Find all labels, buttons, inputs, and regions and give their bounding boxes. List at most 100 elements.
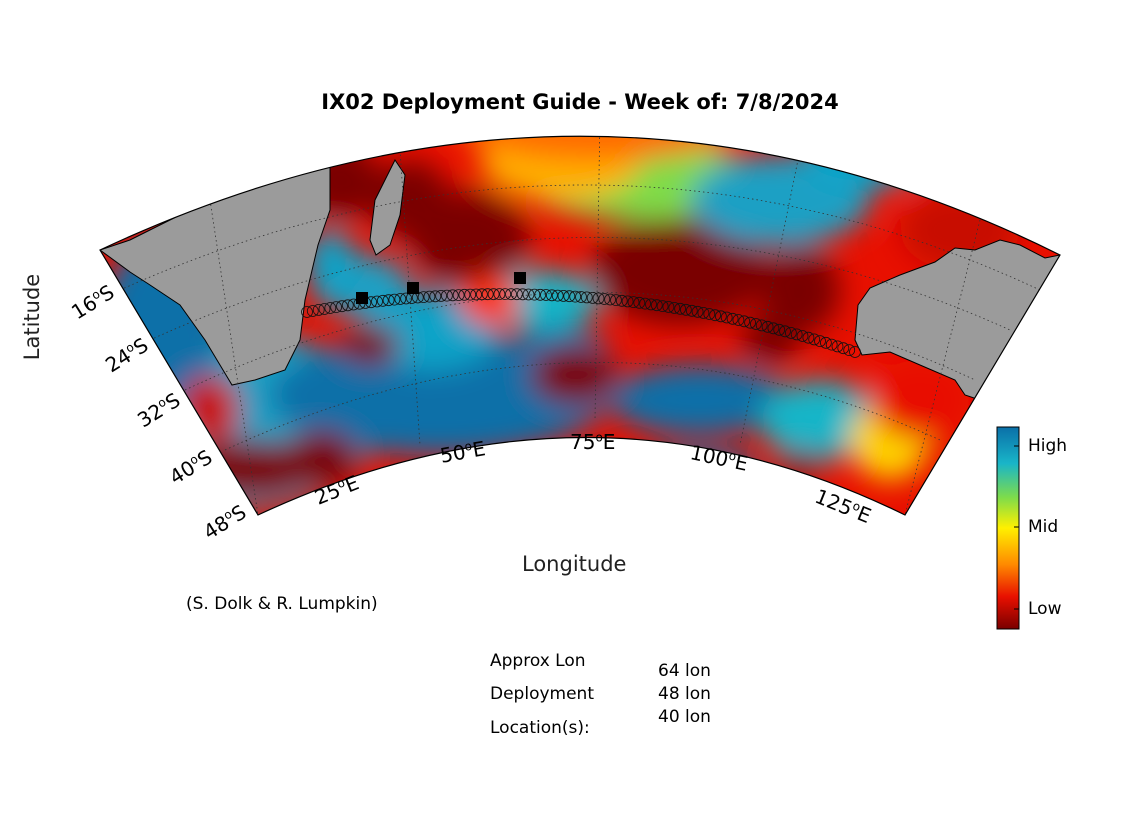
transect-point <box>458 288 471 301</box>
transect-point <box>586 291 599 304</box>
land <box>100 159 1060 401</box>
colorbar-mid-label: Mid <box>1028 517 1059 537</box>
transect-point <box>650 299 663 312</box>
transect-point <box>732 314 745 326</box>
transect-point <box>849 346 861 358</box>
transect-point <box>330 301 343 314</box>
transect-point <box>540 289 552 301</box>
transect-point <box>615 294 628 307</box>
transect-point <box>546 289 558 302</box>
transect-point <box>551 289 564 302</box>
transect-point <box>312 303 325 316</box>
transect-point <box>785 326 797 339</box>
colorbar-low-label: Low <box>1028 599 1062 619</box>
transect-point <box>301 306 313 318</box>
transect-point <box>493 288 506 301</box>
transect-point <box>487 288 500 301</box>
transect-point <box>371 295 383 308</box>
transect-point <box>610 294 622 307</box>
transect-point <box>592 292 605 305</box>
transect-point <box>744 316 756 329</box>
transect-point <box>388 293 401 306</box>
transect-point <box>715 310 727 323</box>
deployment-marker <box>514 272 526 284</box>
deployment-label-line: Location(s): <box>490 718 590 738</box>
transect-point <box>843 344 856 357</box>
transect-point <box>499 288 512 301</box>
transect-point <box>511 288 523 301</box>
transect-point <box>470 288 483 301</box>
transect-point <box>685 304 698 317</box>
transect-point <box>773 323 786 336</box>
transect-point <box>318 303 331 315</box>
deployment-markers <box>356 272 526 304</box>
transect-point <box>820 336 832 349</box>
deployment-marker <box>356 292 368 304</box>
transect-point <box>750 318 762 330</box>
transect-point <box>347 298 360 311</box>
transect-point <box>761 320 774 333</box>
transect-point <box>435 289 448 302</box>
colorbar-high-label: High <box>1028 436 1068 456</box>
transect-point <box>505 288 517 301</box>
deployment-label-line: Approx Lon <box>490 651 586 671</box>
colorbar <box>996 426 1020 630</box>
transect-point <box>475 288 488 301</box>
ocean-field <box>100 136 1060 515</box>
transect-point <box>709 309 721 322</box>
transect-point <box>691 305 704 318</box>
transect-point <box>464 288 477 301</box>
transect-point <box>645 298 657 311</box>
lon-tick-label: 75oE <box>570 430 616 454</box>
transect-point <box>767 322 780 335</box>
map-title: IX02 Deployment Guide - Week of: 7/8/202… <box>321 90 839 114</box>
transect-point <box>516 288 529 301</box>
transect-point <box>440 289 453 302</box>
transect-point <box>837 342 850 355</box>
transect-point <box>697 306 710 319</box>
y-axis-label: Latitude <box>20 273 44 361</box>
transect-point <box>382 294 395 307</box>
transect-point <box>755 319 768 332</box>
transect-point <box>802 331 815 344</box>
transect-point <box>580 291 593 304</box>
transect-point <box>825 338 838 351</box>
credit-text: (S. Dolk & R. Lumpkin) <box>186 594 378 614</box>
x-axis-label: Longitude <box>522 552 627 576</box>
transect-point <box>336 300 348 313</box>
deployment-value: 40 lon <box>658 707 711 727</box>
transect-point <box>738 315 751 328</box>
transect-point <box>575 291 587 303</box>
transect-point <box>814 335 826 348</box>
transect-point <box>400 292 413 305</box>
transect-point <box>376 294 389 307</box>
transect-point <box>668 301 681 314</box>
transect-point <box>569 290 582 303</box>
transect-point <box>680 303 692 316</box>
transect-point <box>808 333 821 346</box>
transect-point <box>557 289 570 302</box>
transect-point <box>394 293 407 305</box>
transect-point <box>703 308 716 320</box>
transect-point <box>720 311 733 324</box>
transect-point <box>423 290 436 303</box>
transect-point <box>598 293 611 305</box>
transect-point <box>633 296 646 309</box>
transect-point <box>429 290 442 303</box>
transect-point <box>831 340 844 353</box>
transect-point <box>452 289 465 302</box>
transect-point <box>534 288 547 301</box>
deployment-value: 48 lon <box>658 684 711 704</box>
transect-point <box>341 299 354 312</box>
transect-point <box>604 293 616 306</box>
transect-point <box>656 300 669 313</box>
transect-point <box>306 305 319 317</box>
transect-point <box>324 302 337 314</box>
transect-point <box>446 289 459 302</box>
deployment-marker <box>407 282 419 294</box>
transect-point <box>639 297 651 310</box>
transect-point <box>726 312 739 325</box>
deployment-value: 64 lon <box>658 661 711 681</box>
transect-point <box>779 325 791 338</box>
